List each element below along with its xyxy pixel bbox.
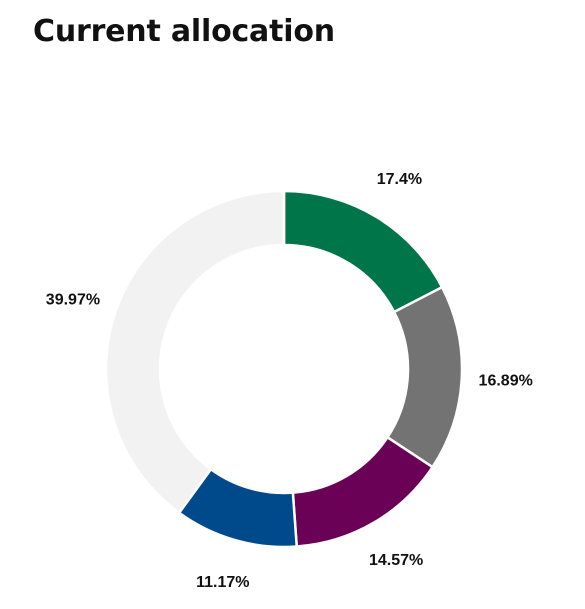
donut-slice-2[interactable] — [385, 285, 464, 469]
donut-slice-3[interactable] — [291, 435, 435, 548]
donut-labels: 17.4% 16.89% 14.57% 11.17% 39.97% — [46, 171, 533, 591]
slice-label-5: 39.97% — [46, 292, 100, 309]
donut-slice-5[interactable] — [104, 189, 286, 515]
slice-label-4: 11.17% — [196, 574, 249, 591]
chart-title: Current allocation — [33, 14, 335, 49]
slice-label-3: 14.57% — [369, 552, 423, 569]
donut-slices — [104, 189, 464, 549]
slice-label-1: 17.4% — [377, 171, 422, 188]
donut-slice-1[interactable] — [282, 189, 444, 314]
slice-label-2: 16.89% — [479, 372, 533, 389]
